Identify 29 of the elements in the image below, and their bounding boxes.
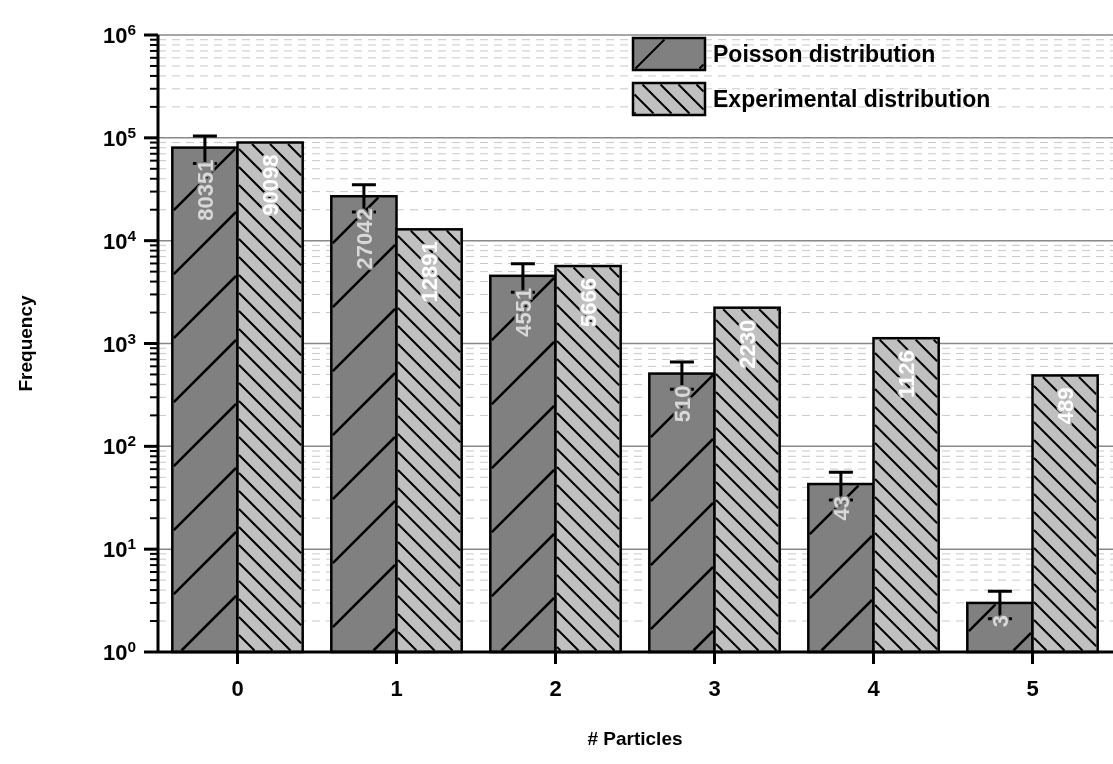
x-tick-label: 5	[1026, 676, 1039, 701]
data-label: 90098	[258, 154, 284, 216]
data-label: 43	[828, 496, 854, 521]
data-label: 2230	[735, 319, 761, 369]
y-tick-label: 10$^{6}$	[102, 20, 136, 48]
data-label: 5666	[576, 278, 602, 327]
x-axis-title: # Particles	[587, 728, 683, 749]
x-tick-label: 1	[390, 676, 403, 701]
x-tick-label: 4	[867, 676, 881, 701]
y-tick-label: 10$^{5}$	[102, 123, 137, 151]
legend-label: Experimental distribution	[713, 86, 991, 112]
data-label: 80351	[192, 159, 218, 221]
y-tick-label: 10$^{4}$	[102, 226, 137, 254]
data-label: 3	[987, 614, 1013, 628]
x-tick-label: 3	[708, 676, 721, 701]
legend-label: Poisson distribution	[713, 41, 936, 67]
y-tick-label: 10$^{2}$	[102, 431, 136, 460]
data-label: 510	[669, 385, 695, 423]
y-axis-title: Frequency	[15, 295, 36, 392]
data-label: 489	[1053, 387, 1079, 425]
y-tick-label: 10$^{3}$	[102, 329, 136, 357]
data-label: 1126	[894, 350, 920, 398]
data-label: 12891	[417, 241, 443, 303]
y-tick-label: 10$^{1}$	[102, 534, 137, 563]
y-tick-label: 10$^{0}$	[102, 637, 136, 665]
x-tick-label: 0	[231, 676, 244, 701]
x-tick-label: 2	[549, 676, 562, 701]
data-label: 27042	[351, 208, 377, 270]
data-label: 4551	[510, 287, 536, 337]
